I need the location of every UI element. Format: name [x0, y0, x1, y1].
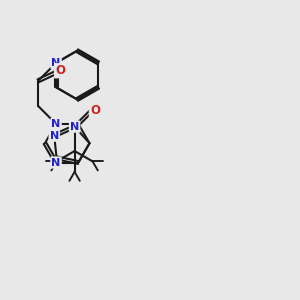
Text: O: O: [90, 104, 100, 117]
Text: N: N: [50, 131, 59, 141]
Text: N: N: [51, 158, 61, 167]
Text: O: O: [55, 64, 65, 77]
Text: N: N: [51, 119, 61, 129]
Text: N: N: [51, 58, 61, 68]
Text: N: N: [70, 122, 79, 132]
